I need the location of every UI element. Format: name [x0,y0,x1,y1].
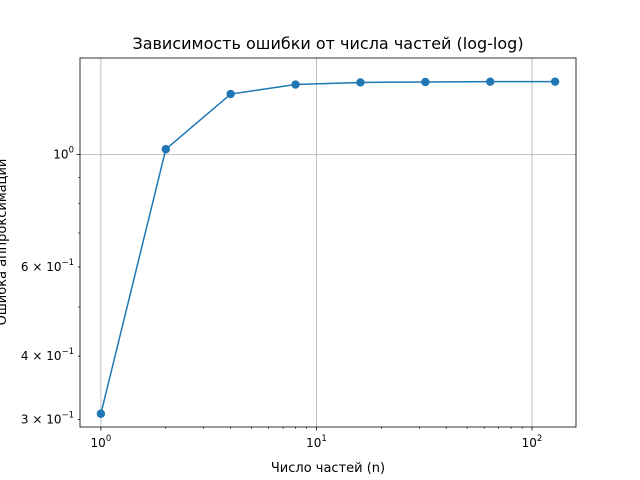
x-tick-label: 101 [306,434,327,450]
y-tick-label: 3 × 10−1 [21,411,74,427]
grid-layer [80,58,576,427]
series-layer [96,77,560,418]
data-point [226,89,235,99]
data-point [356,78,365,87]
x-axis-label: Число частей (n) [271,461,385,476]
x-tick-label: 102 [522,434,543,450]
y-tick-label: 4 × 10−1 [21,347,74,363]
data-point [161,145,170,154]
chart-title: Зависимость ошибки от числа частей (log-… [132,34,523,53]
y-axis-label: Ошибка аппроксимации [0,159,10,326]
y-tick-label: 6 × 10−1 [21,258,74,274]
data-point [291,80,300,89]
x-tick-label: 100 [91,434,112,450]
series-line [100,80,556,414]
data-point [96,409,106,418]
y-axis-ticks: 3 × 10−1 4 × 10−1 6 × 10−1 100 [21,145,80,427]
plot-area-frame [79,57,577,428]
data-point [486,77,495,86]
data-point [421,77,430,87]
y-tick-label: 100 [53,145,74,161]
data-point [550,77,560,86]
x-axis-ticks: 100 101 102 [91,427,543,450]
